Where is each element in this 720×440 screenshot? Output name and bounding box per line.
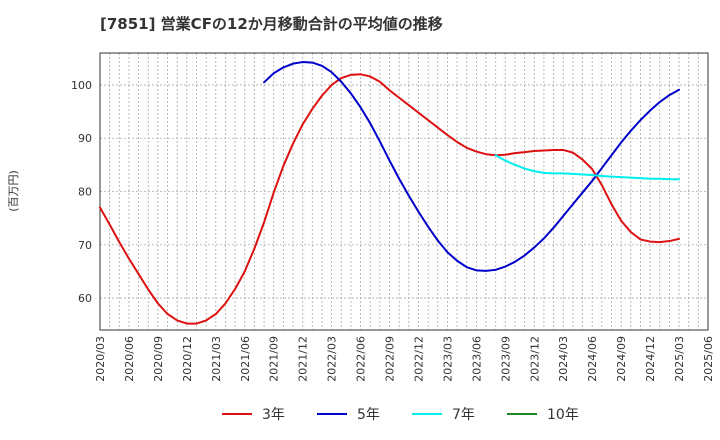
x-tick-label: 2022/09 bbox=[384, 336, 397, 382]
series-group bbox=[99, 61, 681, 325]
legend-label: 7年 bbox=[452, 407, 475, 423]
y-tick-label: 70 bbox=[78, 239, 92, 252]
x-tick-label: 2020/03 bbox=[94, 336, 107, 382]
plot-area bbox=[99, 52, 709, 331]
x-tick-label: 2021/12 bbox=[297, 336, 310, 382]
x-tick-label: 2024/03 bbox=[557, 336, 570, 382]
x-tick-label: 2023/12 bbox=[528, 336, 541, 382]
legend-label: 5年 bbox=[357, 407, 380, 423]
legend-label: 10年 bbox=[547, 407, 579, 423]
y-tick-label: 100 bbox=[71, 79, 92, 92]
x-tick-label: 2024/12 bbox=[644, 336, 657, 382]
x-tick-label: 2025/06 bbox=[702, 336, 715, 382]
legend-label: 3年 bbox=[262, 407, 285, 423]
series-line-7年 bbox=[494, 154, 681, 181]
chart-title: [7851] 営業CFの12か月移動合計の平均値の推移 bbox=[100, 15, 443, 33]
x-tick-label: 2021/06 bbox=[239, 336, 252, 382]
x-tick-label: 2020/12 bbox=[181, 336, 194, 382]
x-tick-label: 2024/06 bbox=[586, 336, 599, 382]
x-tick-label: 2023/06 bbox=[470, 336, 483, 382]
series-line-5年 bbox=[263, 61, 681, 272]
x-tick-label: 2023/09 bbox=[499, 336, 512, 382]
x-axis: 2020/03 2020/06 2020/09 2020/12 2021/03 2021/… bbox=[94, 336, 715, 382]
x-tick-label: 2022/12 bbox=[412, 336, 425, 382]
y-axis: 60 70 80 90 100 bbox=[71, 79, 92, 305]
x-tick-label: 2020/09 bbox=[152, 336, 165, 382]
legend: 3年 5年 7年 10年 bbox=[222, 407, 579, 423]
x-tick-label: 2021/09 bbox=[268, 336, 281, 382]
y-axis-label: (百万円) bbox=[7, 170, 20, 212]
y-tick-label: 90 bbox=[78, 132, 92, 145]
x-tick-label: 2023/03 bbox=[441, 336, 454, 382]
x-tick-label: 2022/06 bbox=[355, 336, 368, 382]
x-tick-label: 2025/03 bbox=[673, 336, 686, 382]
x-tick-label: 2021/03 bbox=[210, 336, 223, 382]
x-tick-label: 2022/03 bbox=[326, 336, 339, 382]
x-tick-label: 2024/09 bbox=[615, 336, 628, 382]
y-tick-label: 60 bbox=[78, 292, 92, 305]
y-tick-label: 80 bbox=[78, 186, 92, 199]
grid bbox=[100, 53, 708, 330]
series-line-3年 bbox=[99, 73, 681, 325]
x-tick-label: 2020/06 bbox=[123, 336, 136, 382]
